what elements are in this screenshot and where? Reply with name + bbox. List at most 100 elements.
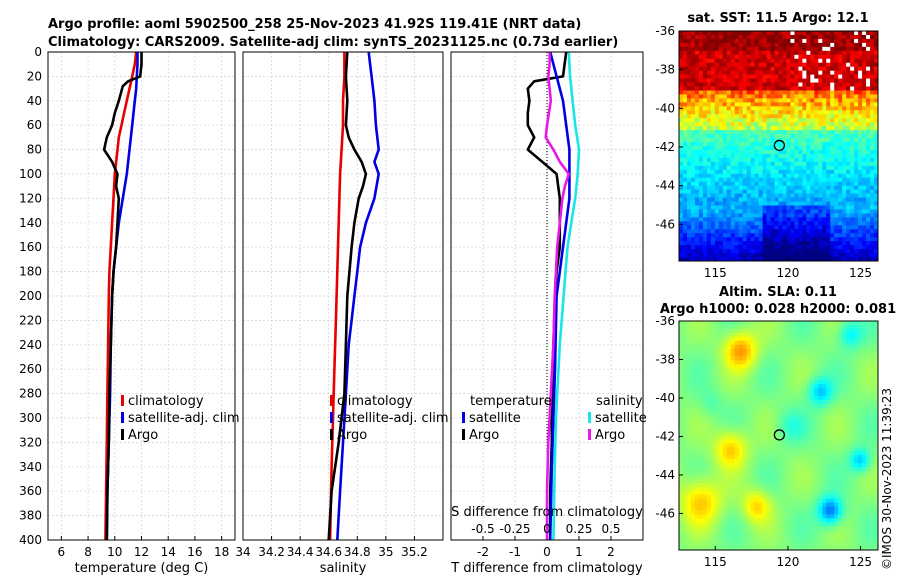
sla-map-cell <box>714 439 720 444</box>
sst-map-cell <box>858 94 863 99</box>
sla-map-cell <box>754 388 759 393</box>
sla-map-cell <box>686 447 692 452</box>
sla-map-cell <box>786 427 791 432</box>
sla-map-cell <box>798 419 803 425</box>
sla-map-cell <box>778 403 783 409</box>
sla-map-cell <box>818 340 823 346</box>
sla-map-cell <box>714 415 720 421</box>
sla-map-cell <box>722 423 728 429</box>
sla-map-cell <box>766 352 771 357</box>
sst-map-cell <box>698 50 704 56</box>
sla-map-cell <box>862 399 867 405</box>
sst-map-cell <box>858 118 863 123</box>
sla-map-cell <box>698 352 704 357</box>
sst-map-cell <box>798 46 803 52</box>
sst-map-cell <box>746 31 752 36</box>
sst-map-cell <box>766 161 771 167</box>
sst-map-cell <box>866 86 871 91</box>
sla-map-cell <box>718 352 724 357</box>
sla-map-cell <box>686 435 692 440</box>
sst-map-cell <box>790 249 795 254</box>
sst-map-cell <box>798 122 803 127</box>
sla-map-cell <box>866 380 871 385</box>
sst-map-cell <box>870 122 875 127</box>
sst-map-cell <box>679 54 684 60</box>
sla-map-cell <box>786 348 791 353</box>
sst-map-cell <box>734 114 740 119</box>
sst-map-cell <box>778 74 783 79</box>
sla-map-cell <box>734 423 740 429</box>
sla-map-cell <box>682 435 688 440</box>
sla-map-cell <box>698 411 704 417</box>
sla-map-cell <box>694 388 700 393</box>
sst-map-cell <box>790 82 795 87</box>
sla-map-cell <box>698 463 704 468</box>
sst-map-cell <box>766 213 771 218</box>
sst-map-cell <box>790 197 795 202</box>
sla-map-cell <box>798 356 803 361</box>
sst-map-cell <box>834 185 839 191</box>
sla-map-cell <box>702 321 708 326</box>
sst-map-cell <box>786 245 791 250</box>
sst-map-cell <box>806 82 811 87</box>
sla-map-cell <box>774 324 779 330</box>
sst-map-cell <box>754 225 759 230</box>
sst-map-cell <box>842 241 847 246</box>
sst-map-cell <box>854 153 859 159</box>
sst-map-cell <box>766 74 771 79</box>
sst-map-cell <box>686 46 692 52</box>
sst-map-cell <box>846 253 851 258</box>
sla-map-cell <box>746 423 752 429</box>
sla-map-cell <box>754 435 759 440</box>
sst-map-cell <box>834 54 839 60</box>
sla-map-cell <box>722 435 728 440</box>
sla-map-cell <box>798 451 803 456</box>
sst-map-cell <box>786 221 791 226</box>
sst-map-cell <box>714 201 720 206</box>
sla-map-cell <box>710 384 716 389</box>
sst-map-cell <box>694 118 700 123</box>
sla-map-cell <box>826 392 831 397</box>
sla-map-cell <box>794 368 799 373</box>
sst-map-cell <box>814 229 819 234</box>
sst-map-cell <box>726 169 732 175</box>
sst-map-cell <box>714 189 720 194</box>
sst-map-cell <box>706 90 712 95</box>
sla-map-cell <box>734 356 740 361</box>
sla-map-cell <box>679 356 684 361</box>
sla-map-cell <box>790 435 795 440</box>
sst-map-cell <box>826 74 831 79</box>
sst-map-cell <box>770 58 775 64</box>
sst-map-cell <box>826 205 831 210</box>
sst-map-cell <box>710 237 716 242</box>
sst-map-cell <box>698 249 704 254</box>
sla-map-cell <box>806 459 811 464</box>
sst-map-cell <box>838 66 843 72</box>
sst-map-cell <box>822 94 827 99</box>
sla-map-cell <box>826 419 831 425</box>
sst-map-cell <box>702 245 708 250</box>
sst-map-cell <box>862 130 867 135</box>
sla-map-cell <box>798 459 803 464</box>
sst-map-cell <box>698 157 704 163</box>
sla-map-cell <box>746 384 752 389</box>
sst-map-cell <box>794 66 799 72</box>
sst-map-cell <box>682 134 688 139</box>
sst-map-cell <box>810 62 815 68</box>
sst-map-cell <box>858 78 863 83</box>
sst-map-cell <box>742 149 748 155</box>
sst-map-cell <box>830 153 835 159</box>
sla-map-cell <box>850 451 855 456</box>
sla-map-cell <box>778 392 783 397</box>
sst-map-cell <box>834 213 839 218</box>
sst-map-cell <box>738 98 744 103</box>
sst-map-cell <box>830 177 835 183</box>
sst-map-cell <box>770 149 775 155</box>
sla-map-cell <box>702 356 708 361</box>
sst-map-cell <box>770 213 775 218</box>
sst-map-cell <box>806 78 811 83</box>
sla-map-cell <box>682 328 688 334</box>
sst-map-cell <box>830 54 835 60</box>
sst-map-cell <box>690 165 696 171</box>
sst-map-cell <box>738 189 744 194</box>
